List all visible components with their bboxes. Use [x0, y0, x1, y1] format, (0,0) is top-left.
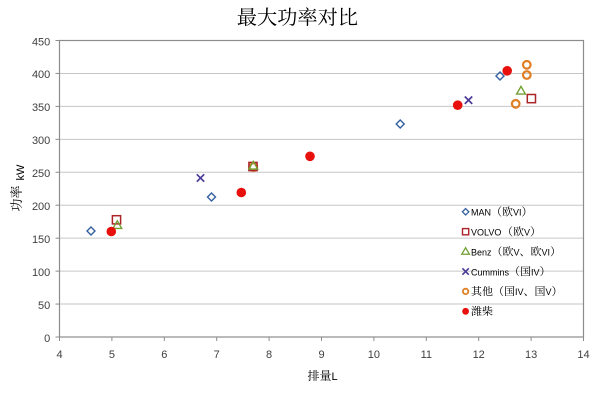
- svg-text:11: 11: [421, 349, 432, 361]
- svg-text:MAN: MAN: [471, 208, 491, 218]
- svg-text:IV: IV: [515, 287, 524, 297]
- svg-text:4: 4: [56, 349, 62, 361]
- svg-text:6: 6: [161, 349, 167, 361]
- svg-text:450: 450: [32, 36, 50, 48]
- svg-text:150: 150: [32, 234, 50, 246]
- svg-text:13: 13: [525, 349, 537, 361]
- svg-text:Benz: Benz: [471, 247, 492, 257]
- svg-text:kW: kW: [15, 164, 27, 181]
- svg-text:14: 14: [577, 349, 589, 361]
- svg-text:250: 250: [32, 168, 50, 180]
- svg-text:7: 7: [214, 349, 220, 361]
- svg-text:8: 8: [266, 349, 272, 361]
- svg-text:350: 350: [32, 102, 50, 114]
- svg-text:400: 400: [32, 69, 50, 81]
- svg-text:V: V: [524, 228, 530, 238]
- svg-text:V: V: [514, 247, 520, 257]
- svg-text:VOLVO: VOLVO: [471, 228, 501, 238]
- svg-text:IV: IV: [531, 267, 540, 277]
- svg-text:L: L: [332, 371, 338, 383]
- svg-text:200: 200: [32, 201, 50, 213]
- svg-text:VI: VI: [542, 247, 551, 257]
- svg-text:100: 100: [32, 267, 50, 279]
- svg-text:300: 300: [32, 135, 50, 147]
- svg-text:Cummins: Cummins: [471, 267, 510, 277]
- svg-text:0: 0: [44, 333, 50, 345]
- svg-text:VI: VI: [513, 208, 522, 218]
- svg-text:5: 5: [109, 349, 115, 361]
- svg-text:12: 12: [473, 349, 485, 361]
- svg-text:9: 9: [318, 349, 324, 361]
- svg-text:V: V: [546, 287, 552, 297]
- svg-text:10: 10: [368, 349, 380, 361]
- svg-text:50: 50: [38, 300, 50, 312]
